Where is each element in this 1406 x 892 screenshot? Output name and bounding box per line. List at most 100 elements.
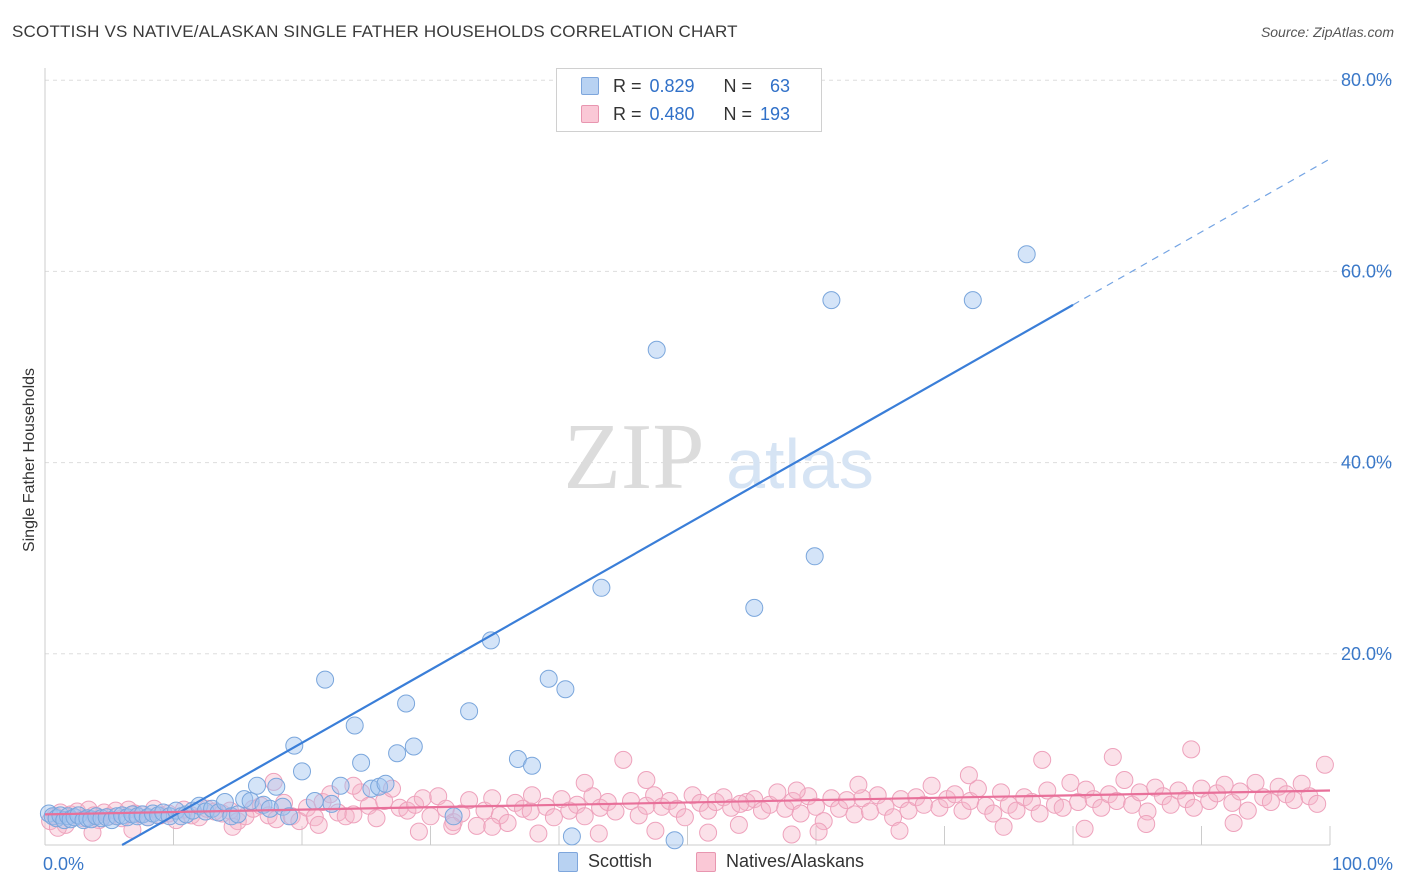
natives-point — [483, 817, 502, 836]
scottish-trend-line — [121, 303, 1074, 846]
natives-point — [675, 808, 694, 827]
legend-row-natives: R = 0.480 N = 193 — [581, 101, 790, 127]
natives-point — [984, 804, 1003, 823]
scottish-point — [397, 694, 416, 713]
scottish-point — [665, 831, 684, 850]
axes — [44, 68, 1331, 846]
natives-point — [1315, 755, 1334, 774]
scottish-point — [228, 805, 247, 824]
natives-point — [646, 821, 665, 840]
natives-point — [421, 807, 440, 826]
scottish-point — [316, 670, 335, 689]
natives-point — [589, 824, 608, 843]
watermark-atlas: atlas — [726, 425, 874, 503]
natives-point — [922, 776, 941, 795]
natives-point — [1030, 804, 1049, 823]
natives-point — [914, 795, 933, 814]
legend-r-label: R = — [613, 103, 642, 124]
scottish-point — [235, 790, 254, 809]
scottish-point — [280, 807, 299, 826]
scottish-point — [539, 669, 558, 688]
natives-point — [606, 802, 625, 821]
natives-point — [814, 812, 833, 831]
natives-point — [1092, 798, 1111, 817]
natives-point — [443, 816, 462, 835]
natives-point — [413, 789, 432, 808]
legend-n-value: 193 — [760, 103, 791, 124]
natives-point — [953, 801, 972, 820]
natives-point — [1115, 771, 1134, 789]
legend-r-value: 0.480 — [649, 103, 695, 124]
scottish-points — [39, 245, 1036, 850]
natives-point — [731, 794, 750, 813]
natives-point — [809, 822, 828, 841]
natives-point — [807, 797, 825, 816]
natives-point — [298, 798, 317, 817]
y-tick-label: 60.0% — [1341, 261, 1392, 281]
scottish-point — [562, 827, 581, 846]
scottish-point — [404, 737, 423, 756]
natives-point — [861, 802, 879, 821]
natives-point — [290, 812, 309, 831]
scottish-point — [460, 702, 479, 721]
scottish-point — [523, 756, 541, 775]
natives-point — [460, 791, 479, 810]
x-tick-label: 100.0% — [1332, 854, 1393, 874]
natives-point — [483, 789, 502, 808]
bottom-legend: Scottish Natives/Alaskans — [0, 851, 1406, 877]
natives-point — [683, 786, 702, 805]
natives-point — [1261, 793, 1280, 811]
scottish-point — [963, 291, 982, 310]
natives-point — [529, 824, 548, 843]
natives-point — [544, 808, 563, 827]
scottish-point — [82, 810, 101, 829]
natives-point — [264, 772, 283, 791]
natives-point — [575, 773, 594, 792]
legend-n-label: N = — [723, 103, 753, 124]
scottish-point — [805, 547, 824, 566]
natives-point — [1137, 815, 1156, 833]
natives-point — [629, 806, 648, 825]
natives-point — [1130, 783, 1149, 802]
scottish-point — [305, 792, 324, 810]
scottish-point — [293, 762, 311, 781]
scottish-point — [444, 807, 463, 826]
bottom-swatch-scottish — [558, 851, 578, 872]
natives-point — [614, 750, 633, 769]
legend-n-value: 63 — [770, 75, 791, 96]
natives-point — [791, 804, 810, 823]
scottish-point — [248, 776, 266, 795]
scottish-trend-extension — [1072, 158, 1331, 306]
natives-point — [1075, 819, 1094, 838]
y-tick-label: 40.0% — [1341, 453, 1392, 473]
scottish-point — [331, 776, 350, 795]
natives-point — [575, 807, 594, 826]
scottish-point — [592, 578, 611, 597]
scottish-point — [388, 744, 407, 763]
natives-point — [637, 771, 656, 789]
natives-point — [313, 793, 332, 811]
natives-point — [537, 797, 556, 816]
natives-point — [1224, 814, 1243, 832]
legend-r-value: 0.829 — [649, 75, 695, 96]
natives-point — [406, 795, 425, 814]
y-tick-label: 80.0% — [1341, 70, 1392, 90]
scottish-point — [267, 777, 286, 796]
natives-point — [352, 783, 371, 802]
legend: R = 0.829 N = 63 R = 0.480 N = 193 — [556, 68, 822, 132]
trend-lines — [44, 158, 1331, 846]
natives-point — [637, 796, 656, 815]
natives-point — [1285, 791, 1303, 810]
natives-point — [409, 822, 428, 841]
natives-point — [849, 775, 868, 794]
bottom-legend-scottish-label: Scottish — [588, 851, 653, 871]
natives-point — [890, 821, 909, 840]
bottom-legend-scottish: Scottish — [558, 851, 652, 872]
scottish-point — [362, 779, 381, 798]
natives-point — [1238, 801, 1257, 820]
grid-lines — [45, 79, 1392, 655]
legend-swatch-natives — [581, 105, 599, 123]
natives-point — [1007, 801, 1026, 820]
watermark-zip: ZIP — [564, 405, 705, 509]
